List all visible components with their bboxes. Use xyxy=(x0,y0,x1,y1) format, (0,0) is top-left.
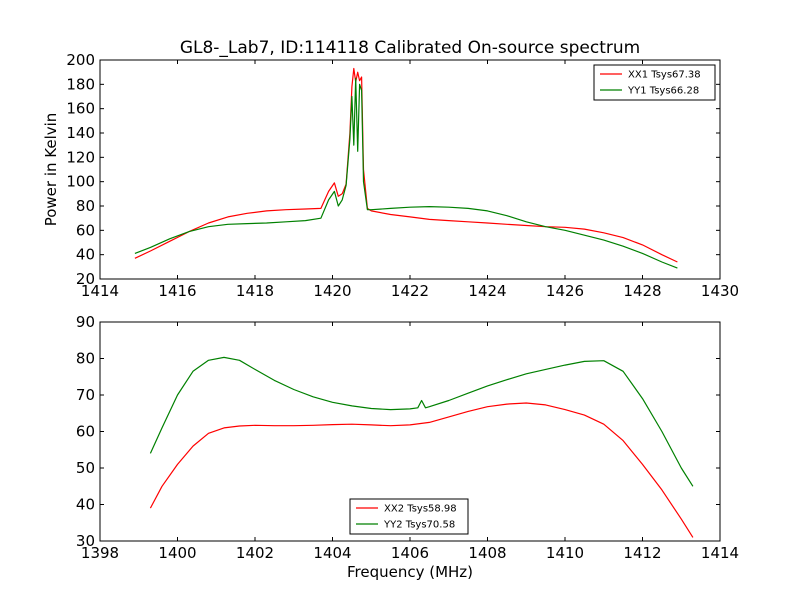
x-tick-label: 1424 xyxy=(468,282,506,300)
x-tick-label: 1402 xyxy=(236,544,274,562)
x-tick-label: 1426 xyxy=(546,282,584,300)
legend: XX2 Tsys58.98 YY2 Tsys70.58 xyxy=(349,498,469,535)
y-tick-label: 50 xyxy=(76,459,95,477)
series-group xyxy=(149,356,694,538)
legend-label: XX1 Tsys67.38 xyxy=(628,70,701,81)
legend: XX1 Tsys67.38 YY1 Tsys66.28 xyxy=(593,64,716,101)
legend-label: XX2 Tsys58.98 xyxy=(384,504,457,515)
chart-title: GL8-_Lab7, ID:114118 Calibrated On-sourc… xyxy=(180,38,640,58)
y-tick-label: 30 xyxy=(76,532,95,550)
legend-label: YY1 Tsys66.28 xyxy=(627,86,699,97)
legend-box xyxy=(593,64,716,101)
series-line-yy1 xyxy=(134,77,678,269)
y-tick-label: 80 xyxy=(76,197,95,215)
y-tick-label: 180 xyxy=(66,75,95,93)
x-tick-label: 1418 xyxy=(236,282,274,300)
x-axis-label-bottom: Frequency (MHz) xyxy=(347,563,473,581)
x-tick-label: 1420 xyxy=(313,282,351,300)
series-line-xx2 xyxy=(149,402,694,538)
y-tick-label: 20 xyxy=(76,270,95,288)
y-tick-label: 40 xyxy=(76,246,95,264)
plot-2: 1398 1400 1402 1404 1406 1408 1410 1412 1414 30 40… xyxy=(76,313,739,562)
y-tick-label: 70 xyxy=(76,386,95,404)
x-tick-label: 1412 xyxy=(623,544,661,562)
y-tick-label: 40 xyxy=(76,496,95,514)
x-tick-label: 1408 xyxy=(468,544,506,562)
plot-1: 1414 1416 1418 1420 1422 1424 1426 1428 1430 20 40… xyxy=(66,51,739,300)
series-line-yy2 xyxy=(149,356,694,487)
y-tick-label: 160 xyxy=(66,100,95,118)
y-tick-label: 60 xyxy=(76,221,95,239)
y-tick-label: 100 xyxy=(66,173,95,191)
legend-label: YY2 Tsys70.58 xyxy=(383,520,455,531)
x-tick-label: 1398 xyxy=(81,544,119,562)
x-tick-label: 1422 xyxy=(391,282,429,300)
y-tick-label: 90 xyxy=(76,313,95,331)
x-tick-label: 1414 xyxy=(701,544,739,562)
y-tick-label: 60 xyxy=(76,423,95,441)
y-tick-label: 120 xyxy=(66,148,95,166)
y-tick-label: 80 xyxy=(76,350,95,368)
x-tick-label: 1428 xyxy=(623,282,661,300)
x-tick-label: 1400 xyxy=(158,544,196,562)
x-tick-label: 1430 xyxy=(701,282,739,300)
x-tick-label: 1416 xyxy=(158,282,196,300)
x-tick-label: 1404 xyxy=(313,544,351,562)
x-tick-label: 1410 xyxy=(546,544,584,562)
legend-box xyxy=(349,498,469,535)
x-tick-label: 1414 xyxy=(81,282,119,300)
series-group xyxy=(134,67,678,269)
y-axis-label-top: Power in Kelvin xyxy=(42,113,60,227)
x-tick-label: 1406 xyxy=(391,544,429,562)
y-tick-label: 140 xyxy=(66,124,95,142)
y-tick-label: 200 xyxy=(66,51,95,69)
